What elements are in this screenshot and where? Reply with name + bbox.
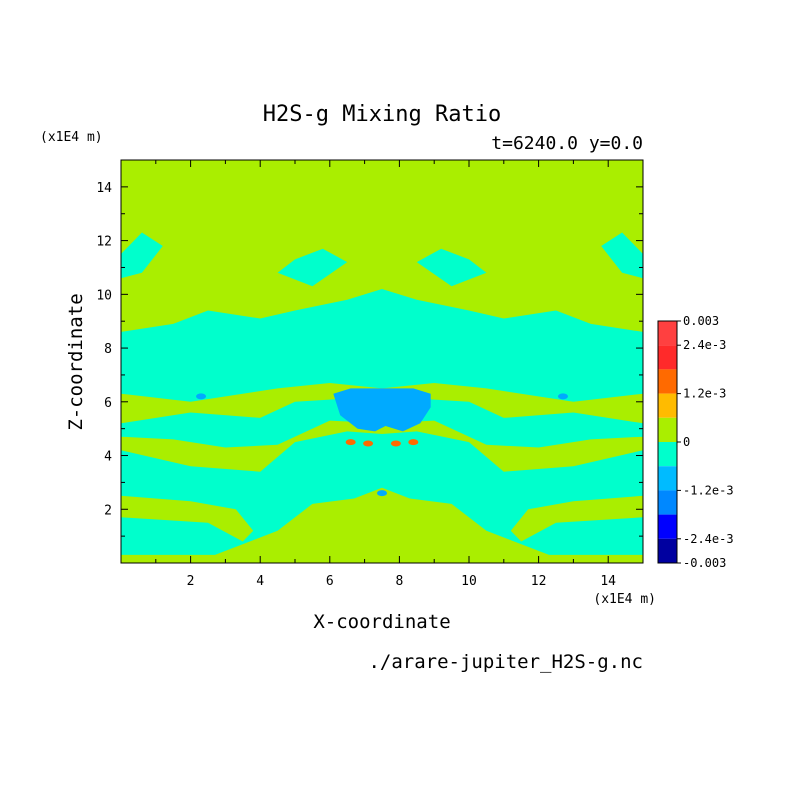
x-axis-ticks: 2 4 6 8 10 12 14 (155, 160, 616, 589)
colorbar-label: -2.4e-3 (683, 532, 734, 546)
contour-spot-1 (363, 440, 374, 447)
contour-spot-5 (557, 393, 568, 400)
y-axis-ticks: 2 4 6 8 10 12 14 (96, 181, 643, 537)
colorbar-segment (658, 345, 677, 370)
contour-region-1 (121, 495, 254, 542)
y-tick-label: 12 (96, 235, 112, 250)
contour-region-5 (277, 248, 348, 287)
x-unit-label: (x1E4 m) (593, 592, 656, 607)
colorbar-label: 1.2e-3 (683, 387, 726, 401)
source-file-label: ./arare-jupiter_H2S-g.nc (368, 651, 643, 673)
colorbar-label: -1.2e-3 (683, 483, 734, 497)
y-tick-label: 14 (96, 181, 112, 196)
colorbar-segment (658, 369, 677, 394)
chart-title: H2S-g Mixing Ratio (263, 102, 501, 127)
y-tick-label: 4 (104, 450, 112, 465)
y-tick-label: 8 (104, 342, 112, 357)
colorbar-segment (658, 321, 677, 346)
colorbar: 0.003 2.4e-3 1.2e-3 0 -1.2e-3 -2.4e-3 -0.003 (657, 314, 734, 570)
x-tick-label: 2 (187, 574, 195, 589)
x-tick-label: 8 (395, 574, 403, 589)
colorbar-segment (658, 466, 677, 491)
contour-fields (121, 160, 643, 563)
colorbar-segment (658, 442, 677, 467)
colorbar-label: 0.003 (683, 314, 719, 328)
contour-region-2 (510, 495, 643, 542)
x-tick-label: 6 (326, 574, 334, 589)
contour-spot-6 (377, 490, 387, 497)
y-tick-label: 6 (104, 396, 112, 411)
x-axis-label: X-coordinate (313, 611, 450, 633)
contour-region-8 (601, 232, 643, 279)
y-unit-label: (x1E4 m) (40, 130, 103, 145)
contour-spot-0 (345, 439, 356, 446)
x-tick-label: 10 (461, 574, 477, 589)
colorbar-label: 0 (683, 435, 690, 449)
contour-spot-3 (408, 439, 419, 446)
contour-region-6 (416, 248, 487, 287)
colorbar-segment (658, 393, 677, 418)
colorbar-segment (658, 490, 677, 515)
plot-area (120, 159, 644, 564)
x-tick-label: 4 (256, 574, 264, 589)
colorbar-label: -0.003 (683, 556, 726, 570)
contour-spot-4 (196, 393, 207, 400)
contour-region-9 (333, 388, 431, 432)
contour-region-7 (121, 232, 163, 279)
x-tick-label: 12 (531, 574, 547, 589)
colorbar-segment (658, 417, 677, 442)
y-tick-label: 2 (104, 503, 112, 518)
colorbar-label: 2.4e-3 (683, 338, 726, 352)
x-tick-label: 14 (600, 574, 616, 589)
plot-frame (120, 159, 644, 564)
chart-subtitle: t=6240.0 y=0.0 (491, 133, 643, 154)
contour-region-0 (121, 431, 643, 555)
y-axis-label: Z-coordinate (65, 293, 87, 430)
colorbar-segment (658, 538, 677, 563)
y-tick-label: 10 (96, 288, 112, 303)
contour-spot-2 (390, 440, 401, 447)
colorbar-segment (658, 514, 677, 539)
contour-region-4 (121, 289, 643, 402)
